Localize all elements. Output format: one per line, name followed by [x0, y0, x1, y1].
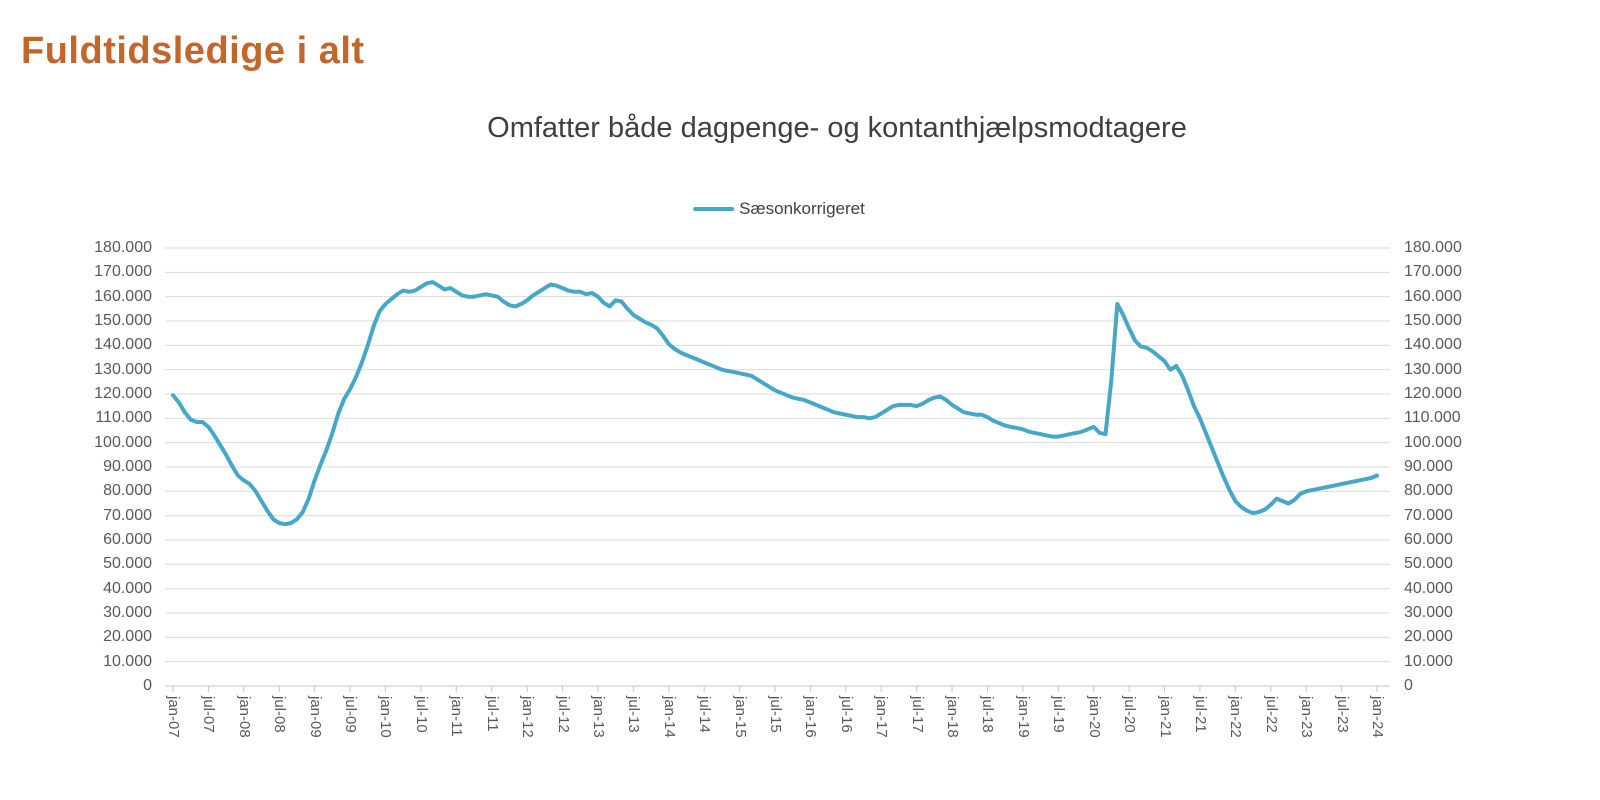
y-axis-label-right: 130.000: [1404, 360, 1462, 378]
y-axis-label-left: 0: [143, 677, 152, 694]
x-axis-label: jan-11: [448, 696, 466, 737]
x-axis-label: jul-13: [625, 696, 643, 733]
x-axis-label: jan-22: [1227, 696, 1245, 738]
y-axis-label-left: 80.000: [103, 482, 152, 500]
y-axis-label-right: 170.000: [1404, 263, 1462, 281]
x-axis-label: jan-20: [1085, 696, 1103, 738]
x-axis-label: jul-21: [1191, 696, 1209, 733]
x-axis-label: jul-07: [200, 696, 218, 733]
y-axis-label-left: 180.000: [94, 239, 152, 256]
seasonally-adjusted-series-line: [171, 280, 1379, 527]
x-axis-label: jul-17: [908, 696, 926, 733]
y-axis-label-left: 140.000: [94, 336, 152, 354]
x-axis-label: jul-22: [1262, 696, 1280, 733]
y-axis-label-right: 60.000: [1404, 531, 1453, 548]
x-axis-label: jan-24: [1369, 696, 1386, 738]
y-axis-label-right: 40.000: [1404, 579, 1453, 597]
page-title: Fuldtidsledige i alt: [21, 30, 365, 72]
y-axis-label-left: 30.000: [103, 604, 152, 621]
x-axis-label: jan-23: [1298, 696, 1316, 738]
x-axis-label: jul-11: [483, 696, 501, 732]
y-axis-label-left: 110.000: [95, 409, 152, 427]
y-axis-label-right: 110.000: [1404, 409, 1461, 427]
y-axis-label-left: 160.000: [94, 287, 152, 305]
y-axis-label-right: 120.000: [1404, 385, 1462, 402]
gridlines: [165, 247, 1390, 663]
x-axis-label: jul-08: [271, 696, 289, 733]
y-axis-label-right: 50.000: [1404, 555, 1453, 573]
x-axis-label: jul-14: [696, 696, 714, 733]
y-axis-label-left: 50.000: [103, 555, 152, 573]
y-axis-label-left: 170.000: [94, 263, 152, 281]
y-axis-label-left: 150.000: [94, 312, 152, 329]
y-axis-label-left: 90.000: [103, 458, 152, 475]
x-axis-label: jul-16: [837, 696, 855, 733]
y-axis-label-right: 70.000: [1404, 506, 1453, 524]
y-axis-label-right: 10.000: [1404, 652, 1453, 670]
y-axis-label-right: 160.000: [1404, 287, 1462, 305]
x-axis-label: jan-09: [306, 696, 324, 738]
x-axis-label: jan-18: [944, 696, 962, 738]
x-axis-label: jul-15: [767, 696, 784, 733]
y-axis-label-left: 60.000: [103, 531, 152, 548]
y-axis-label-left: 120.000: [94, 385, 152, 402]
chart-title: Omfatter både dagpenge- og kontanthjælps…: [487, 112, 1187, 144]
y-axis-label-right: 90.000: [1404, 458, 1453, 475]
x-axis-label: jan-13: [589, 696, 607, 738]
x-axis-label: jul-19: [1050, 696, 1068, 733]
y-axis-label-right: 80.000: [1404, 482, 1453, 500]
y-axis-label-left: 70.000: [103, 506, 152, 524]
x-axis-label: jan-15: [731, 696, 749, 738]
x-axis-label: jul-10: [412, 696, 430, 733]
legend: Sæsonkorrigeret: [693, 199, 865, 219]
x-axis-label: jan-08: [235, 696, 253, 738]
x-axis-label: jul-23: [1333, 696, 1351, 733]
y-axis-label-left: 10.000: [103, 652, 152, 670]
x-axis-label: jul-09: [342, 696, 360, 733]
y-axis-label-right: 140.000: [1404, 336, 1462, 354]
series-line: [171, 280, 1379, 527]
x-axis-label: jan-19: [1014, 696, 1032, 738]
y-axis-label-right: 0: [1404, 677, 1413, 694]
x-axis-label: jan-16: [802, 696, 820, 738]
x-axis-ticks: [172, 686, 1378, 692]
x-axis-label: jul-20: [1121, 696, 1139, 733]
x-axis-label: jan-14: [660, 696, 678, 738]
y-axis-label-left: 100.000: [94, 433, 152, 451]
x-axis-label: jan-12: [519, 696, 537, 738]
y-axis-label-right: 100.000: [1404, 433, 1462, 451]
y-axis-label-right: 30.000: [1404, 604, 1453, 621]
x-axis-label: jan-10: [377, 696, 395, 738]
x-axis-label: jan-07: [165, 696, 182, 738]
legend-label: Sæsonkorrigeret: [739, 199, 865, 218]
x-axis-label: jul-18: [979, 696, 997, 733]
y-axis-label-left: 130.000: [94, 360, 152, 378]
x-axis-label: jan-17: [873, 696, 891, 738]
y-axis-label-right: 20.000: [1404, 628, 1453, 646]
y-axis-label-left: 40.000: [103, 579, 152, 597]
x-axis-label: jul-12: [554, 696, 572, 733]
y-axis-label-right: 150.000: [1404, 312, 1462, 329]
legend-line-marker-icon: [693, 207, 735, 211]
y-axis-label-left: 20.000: [103, 628, 152, 646]
y-axis-label-right: 180.000: [1404, 239, 1462, 256]
x-axis-label: jan-21: [1156, 696, 1174, 738]
